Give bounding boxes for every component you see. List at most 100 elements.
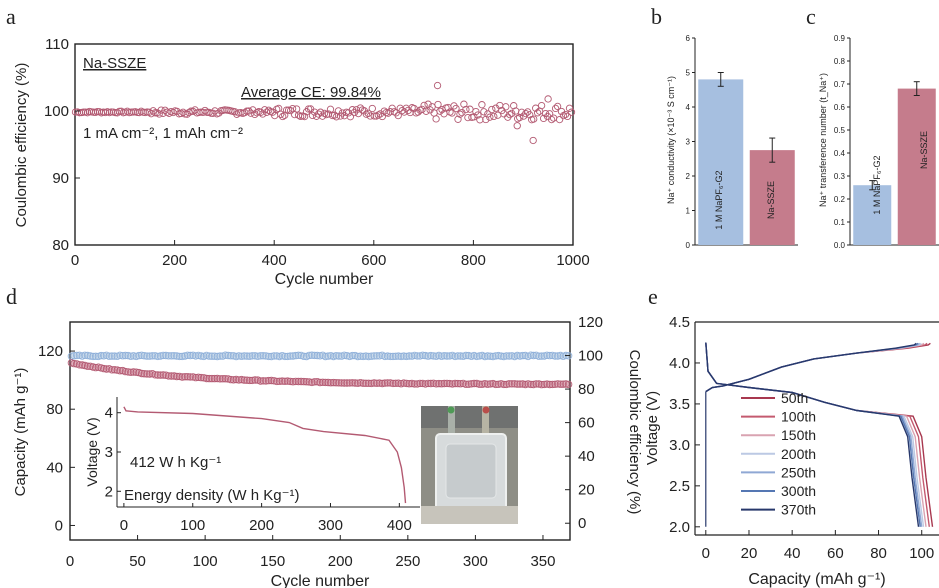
ytick-label: 110 xyxy=(45,36,69,53)
ce-point xyxy=(279,112,287,121)
ce-point xyxy=(240,352,248,360)
capacity-point xyxy=(432,380,440,388)
capacity-point xyxy=(181,373,189,381)
axis-ticks-e: 0 20 40 60 80 100 2.0 2.5 3.0 3.5 4.0 4.5 xyxy=(669,314,934,562)
ce-point xyxy=(473,352,481,361)
capacity-point xyxy=(189,373,197,381)
axis-ticks-b: 0 1 2 3 4 5 6 xyxy=(686,34,695,250)
axis-ticks-a: 0 200 400 600 800 1000 80 90 100 110 xyxy=(44,36,590,269)
ce-point xyxy=(179,108,187,116)
inset-xtick-label: 200 xyxy=(249,517,274,534)
capacity-point xyxy=(237,375,246,384)
ce-point xyxy=(151,109,159,117)
panel-d-chart: 0 50 100 150 200 250 300 3500408012002040608010… xyxy=(12,314,643,588)
capacity-point xyxy=(381,379,389,387)
capacity-point xyxy=(329,378,338,387)
capacity-point xyxy=(302,378,311,386)
xtick-label: 40 xyxy=(784,545,801,562)
ylabel-c: Na⁺ transference number (t_Na⁺) xyxy=(818,73,828,207)
capacity-point xyxy=(121,367,130,376)
xtick-label: 1000 xyxy=(556,252,589,269)
ce-point xyxy=(502,103,510,111)
capacity-point xyxy=(97,364,105,372)
ce-point xyxy=(178,352,186,361)
xtick-label: 100 xyxy=(193,553,218,570)
inset-ticks: 0 100 200 300 400 2 3 4 xyxy=(105,405,412,534)
ce-point xyxy=(402,352,411,361)
ce-point xyxy=(205,352,213,360)
ytick-label: 0.2 xyxy=(834,195,846,204)
capacity-point xyxy=(375,379,384,387)
ce-point xyxy=(466,105,474,113)
xtick-label: 200 xyxy=(328,553,353,570)
ce-point xyxy=(416,352,424,360)
capacity-point xyxy=(410,380,419,388)
capacity-point xyxy=(470,379,478,388)
panel-c-chart: 0.0 0.1 0.2 0.3 0.4 0.5 0.6 0.7 0.8 0.9 Na⁺ trans… xyxy=(818,34,939,250)
ce-point xyxy=(486,352,494,360)
ce-point xyxy=(392,352,400,360)
bar-label-b1: 1 M NaPF₆-G2 xyxy=(714,170,724,229)
capacity-point xyxy=(532,380,540,388)
capacity-point xyxy=(173,372,181,381)
capacity-point xyxy=(548,380,557,389)
ce-point xyxy=(273,352,281,360)
bar xyxy=(853,185,892,245)
ytick-label: 0 xyxy=(55,517,63,534)
ce-point xyxy=(356,352,365,360)
ytick-label: 4 xyxy=(686,103,691,112)
capacity-point xyxy=(224,375,232,383)
capacity-point xyxy=(564,380,573,389)
charge-curve xyxy=(705,342,917,393)
ce-point xyxy=(232,352,240,361)
capacity-point xyxy=(127,368,135,376)
ytick-right-label: 40 xyxy=(578,448,595,465)
ce-point xyxy=(537,101,546,110)
ce-point xyxy=(334,107,343,115)
ce-point xyxy=(224,351,232,360)
ce-point xyxy=(352,106,361,114)
capacity-point xyxy=(513,380,521,388)
ytick-label: 0.8 xyxy=(834,57,846,66)
capacity-point xyxy=(278,377,286,385)
ce-point xyxy=(186,351,194,360)
bars-b xyxy=(698,72,795,246)
ytick-label: 3 xyxy=(686,138,691,147)
capacity-point xyxy=(275,377,284,385)
capacity-point xyxy=(529,380,538,389)
ce-point xyxy=(83,351,92,360)
xtick-label: 100 xyxy=(909,545,934,562)
ce-point xyxy=(508,352,516,360)
bar xyxy=(749,150,795,245)
ytick-right-label: 120 xyxy=(578,314,603,331)
ce-point xyxy=(267,352,276,361)
capacity-point xyxy=(524,380,532,388)
inset-energy-value: 412 W h Kg⁻¹ xyxy=(130,454,221,471)
capacity-point xyxy=(202,374,211,383)
capacity-point xyxy=(294,377,303,386)
ce-point xyxy=(213,352,221,361)
capacity-point xyxy=(448,380,457,388)
capacity-point xyxy=(546,380,554,389)
legend-label: 150th xyxy=(781,427,816,443)
ytick-label: 1 xyxy=(686,207,691,216)
capacity-point xyxy=(264,376,273,385)
capacity-point xyxy=(559,380,567,388)
ce-point xyxy=(483,352,492,360)
ce-point xyxy=(183,351,192,359)
capacity-point xyxy=(383,379,392,387)
ce-point xyxy=(555,115,564,124)
ce-point xyxy=(373,352,381,360)
label-condition: 1 mA cm⁻², 1 mAh cm⁻² xyxy=(83,125,243,142)
capacity-point xyxy=(154,371,162,379)
capacity-point xyxy=(424,379,432,388)
capacity-point xyxy=(435,379,443,388)
capacity-point xyxy=(327,379,335,387)
ylabel-b: Na⁺ conductivity (×10⁻³ S cm⁻¹) xyxy=(666,76,676,204)
capacity-point xyxy=(297,377,305,386)
capacity-point xyxy=(451,379,459,388)
capacity-point xyxy=(210,374,219,383)
capacity-point xyxy=(540,380,548,389)
ce-point xyxy=(257,108,265,116)
ce-point xyxy=(513,351,521,360)
